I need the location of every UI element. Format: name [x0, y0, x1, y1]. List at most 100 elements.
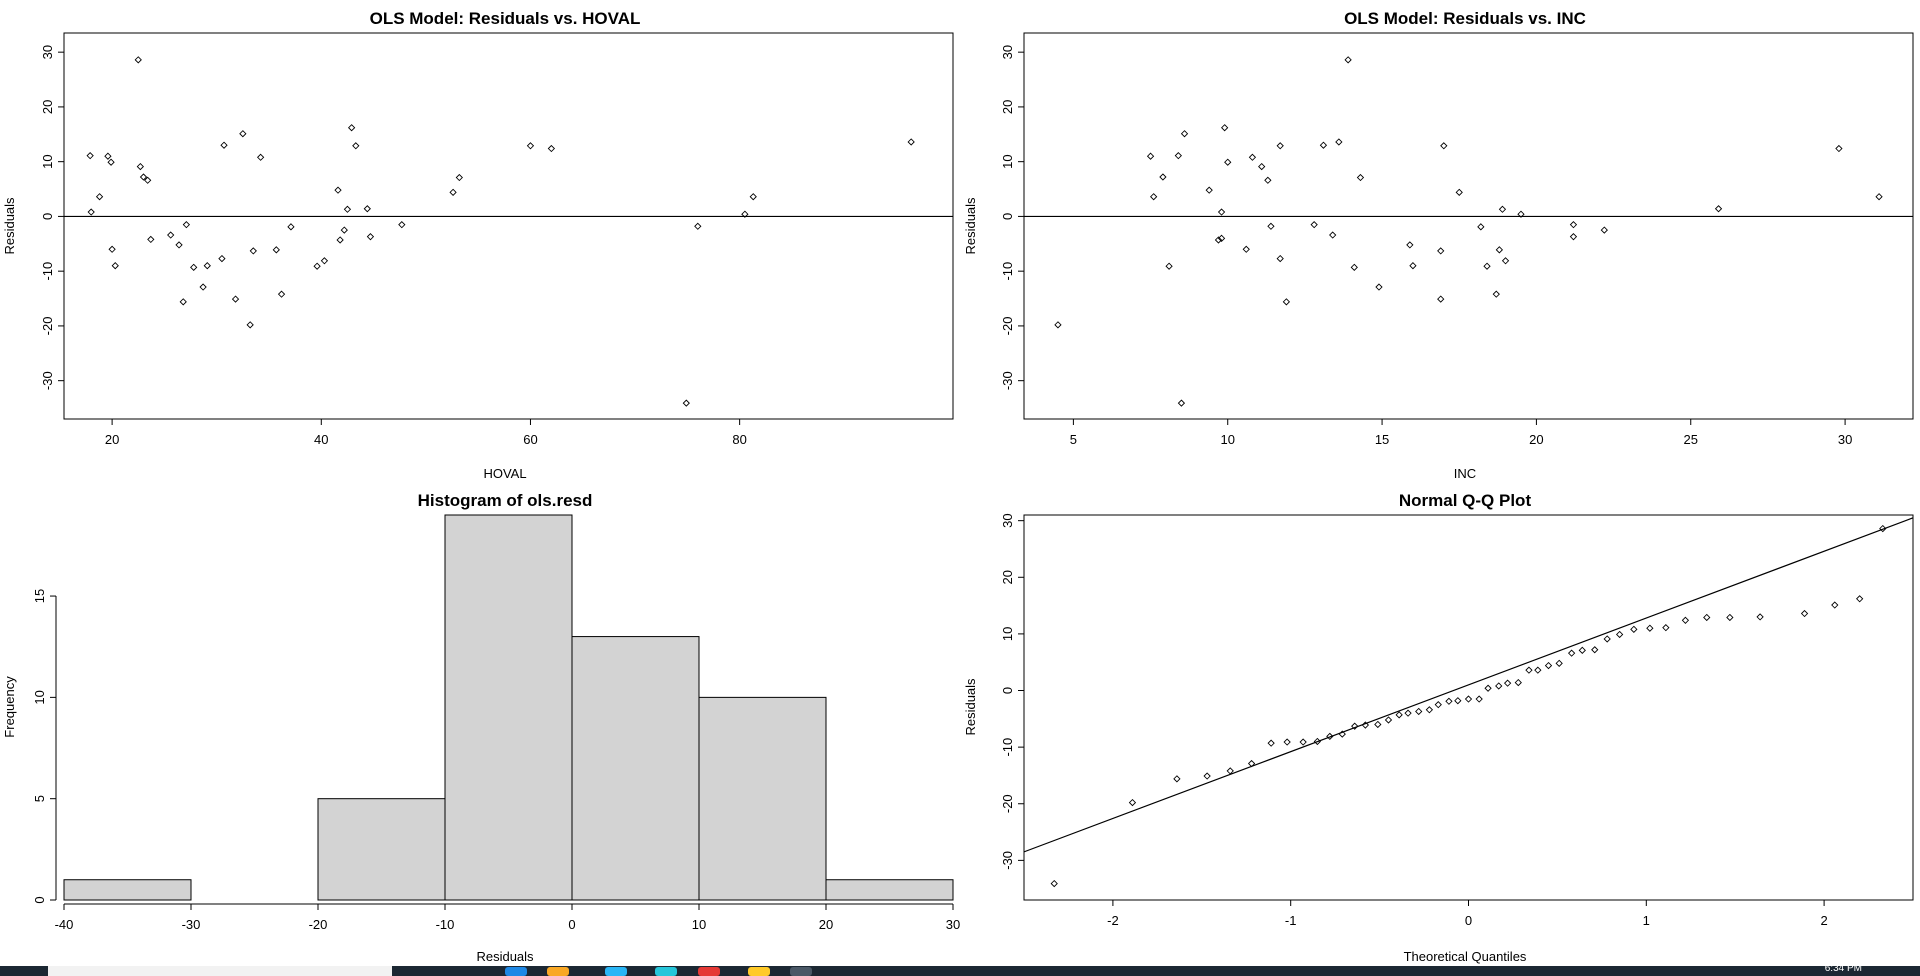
y-tick-label: 0: [32, 896, 47, 903]
taskbar-app-icon[interactable]: [505, 967, 527, 976]
data-point: [1282, 298, 1291, 306]
data-point: [134, 56, 142, 64]
data-point: [175, 241, 183, 249]
data-point: [1242, 245, 1250, 253]
data-point: [220, 141, 228, 149]
data-point: [1299, 738, 1307, 746]
chart-title: Normal Q-Q Plot: [1399, 491, 1532, 510]
data-point: [1835, 144, 1843, 153]
data-point: [203, 262, 211, 270]
data-point: [231, 295, 240, 303]
y-tick-label: 0: [40, 213, 55, 220]
data-point: [1455, 188, 1463, 196]
data-point: [139, 173, 148, 181]
x-tick-label: -1: [1285, 913, 1297, 928]
histogram-bar: [571, 636, 700, 901]
x-tick-label: 40: [314, 432, 328, 447]
y-tick-label: 5: [32, 795, 47, 802]
data-point: [1726, 613, 1734, 622]
data-point: [1445, 697, 1453, 705]
y-tick-label: -10: [40, 262, 55, 281]
data-point: [1258, 162, 1266, 171]
data-point: [1714, 205, 1723, 213]
data-point: [86, 152, 94, 160]
data-point: [1615, 630, 1624, 639]
data-point: [1276, 142, 1284, 150]
data-point: [1329, 231, 1337, 239]
data-point: [398, 220, 406, 229]
taskbar-app-icon[interactable]: [790, 967, 812, 976]
taskbar-app-icon[interactable]: [605, 967, 627, 976]
data-point: [1646, 624, 1654, 632]
data-point: [1128, 798, 1137, 807]
data-point: [1395, 711, 1403, 719]
y-tick-label: 20: [40, 100, 55, 114]
qq-reference-line: [1023, 517, 1914, 853]
data-point: [1283, 738, 1291, 746]
data-point: [1503, 679, 1512, 687]
data-point: [1310, 220, 1318, 229]
data-point: [1374, 720, 1382, 729]
data-point: [1454, 697, 1462, 705]
data-point: [1326, 732, 1334, 741]
qq-panel: Normal Q-Q Plot Theoretical Quantiles Re…: [963, 491, 1914, 964]
data-point: [1514, 678, 1522, 687]
data-point: [1214, 236, 1223, 244]
scatter-panel-hoval: OLS Model: Residuals vs. HOVAL HOVAL Res…: [2, 9, 954, 481]
taskbar-search-box[interactable]: [48, 966, 392, 976]
histogram-bar: [63, 879, 192, 901]
data-point: [190, 263, 198, 271]
data-point: [95, 193, 104, 201]
data-point: [1569, 220, 1578, 229]
y-tick-label: 10: [1000, 154, 1015, 168]
data-point: [455, 173, 463, 182]
taskbar-app-icon[interactable]: [748, 967, 770, 976]
data-point: [1267, 222, 1275, 230]
data-point: [1437, 295, 1445, 303]
data-point: [1384, 716, 1393, 724]
histogram-panel: Histogram of ols.resd Residuals Frequenc…: [2, 491, 960, 964]
taskbar-app-icon[interactable]: [547, 967, 569, 976]
x-axis-label: INC: [1454, 466, 1476, 481]
data-point: [1498, 205, 1507, 213]
data-point: [336, 236, 344, 244]
y-tick-label: -10: [1000, 262, 1015, 281]
plot-marks: 5 10 15 20 25 30 -30 -20 -10 0 10 20 30: [1000, 32, 1914, 447]
data-point: [1356, 173, 1365, 182]
data-point: [1800, 609, 1809, 618]
x-tick-label: 80: [732, 432, 746, 447]
data-point: [363, 205, 371, 213]
data-point: [1159, 173, 1167, 181]
data-point: [249, 247, 257, 255]
data-point: [182, 220, 191, 229]
data-point: [1054, 321, 1062, 329]
x-axis-label: Residuals: [476, 949, 534, 964]
data-point: [1603, 635, 1611, 643]
histogram-bar: [825, 879, 954, 901]
data-point: [1681, 616, 1690, 624]
x-tick-label: 10: [692, 917, 706, 932]
x-axis-label: Theoretical Quantiles: [1404, 949, 1527, 964]
taskbar-app-icon[interactable]: [655, 967, 677, 976]
data-point: [1567, 649, 1576, 657]
x-tick-label: -20: [309, 917, 328, 932]
taskbar-app-icon[interactable]: [698, 967, 720, 976]
data-point: [1477, 223, 1485, 231]
start-button[interactable]: [0, 966, 48, 976]
y-tick-label: 30: [40, 45, 55, 59]
y-tick-label: 15: [32, 589, 47, 603]
y-axis-label: Residuals: [963, 678, 978, 736]
y-tick-label: -30: [40, 371, 55, 390]
x-tick-label: 15: [1375, 432, 1389, 447]
histogram-bar: [317, 798, 446, 901]
data-point: [1475, 695, 1483, 703]
data-point: [239, 130, 247, 138]
data-point: [1544, 661, 1553, 670]
data-point: [1338, 730, 1346, 738]
y-tick-label: 20: [1000, 100, 1015, 114]
x-tick-label: 30: [1838, 432, 1852, 447]
y-tick-label: -20: [40, 317, 55, 336]
y-tick-label: 10: [1000, 627, 1015, 641]
data-point: [1205, 186, 1213, 194]
